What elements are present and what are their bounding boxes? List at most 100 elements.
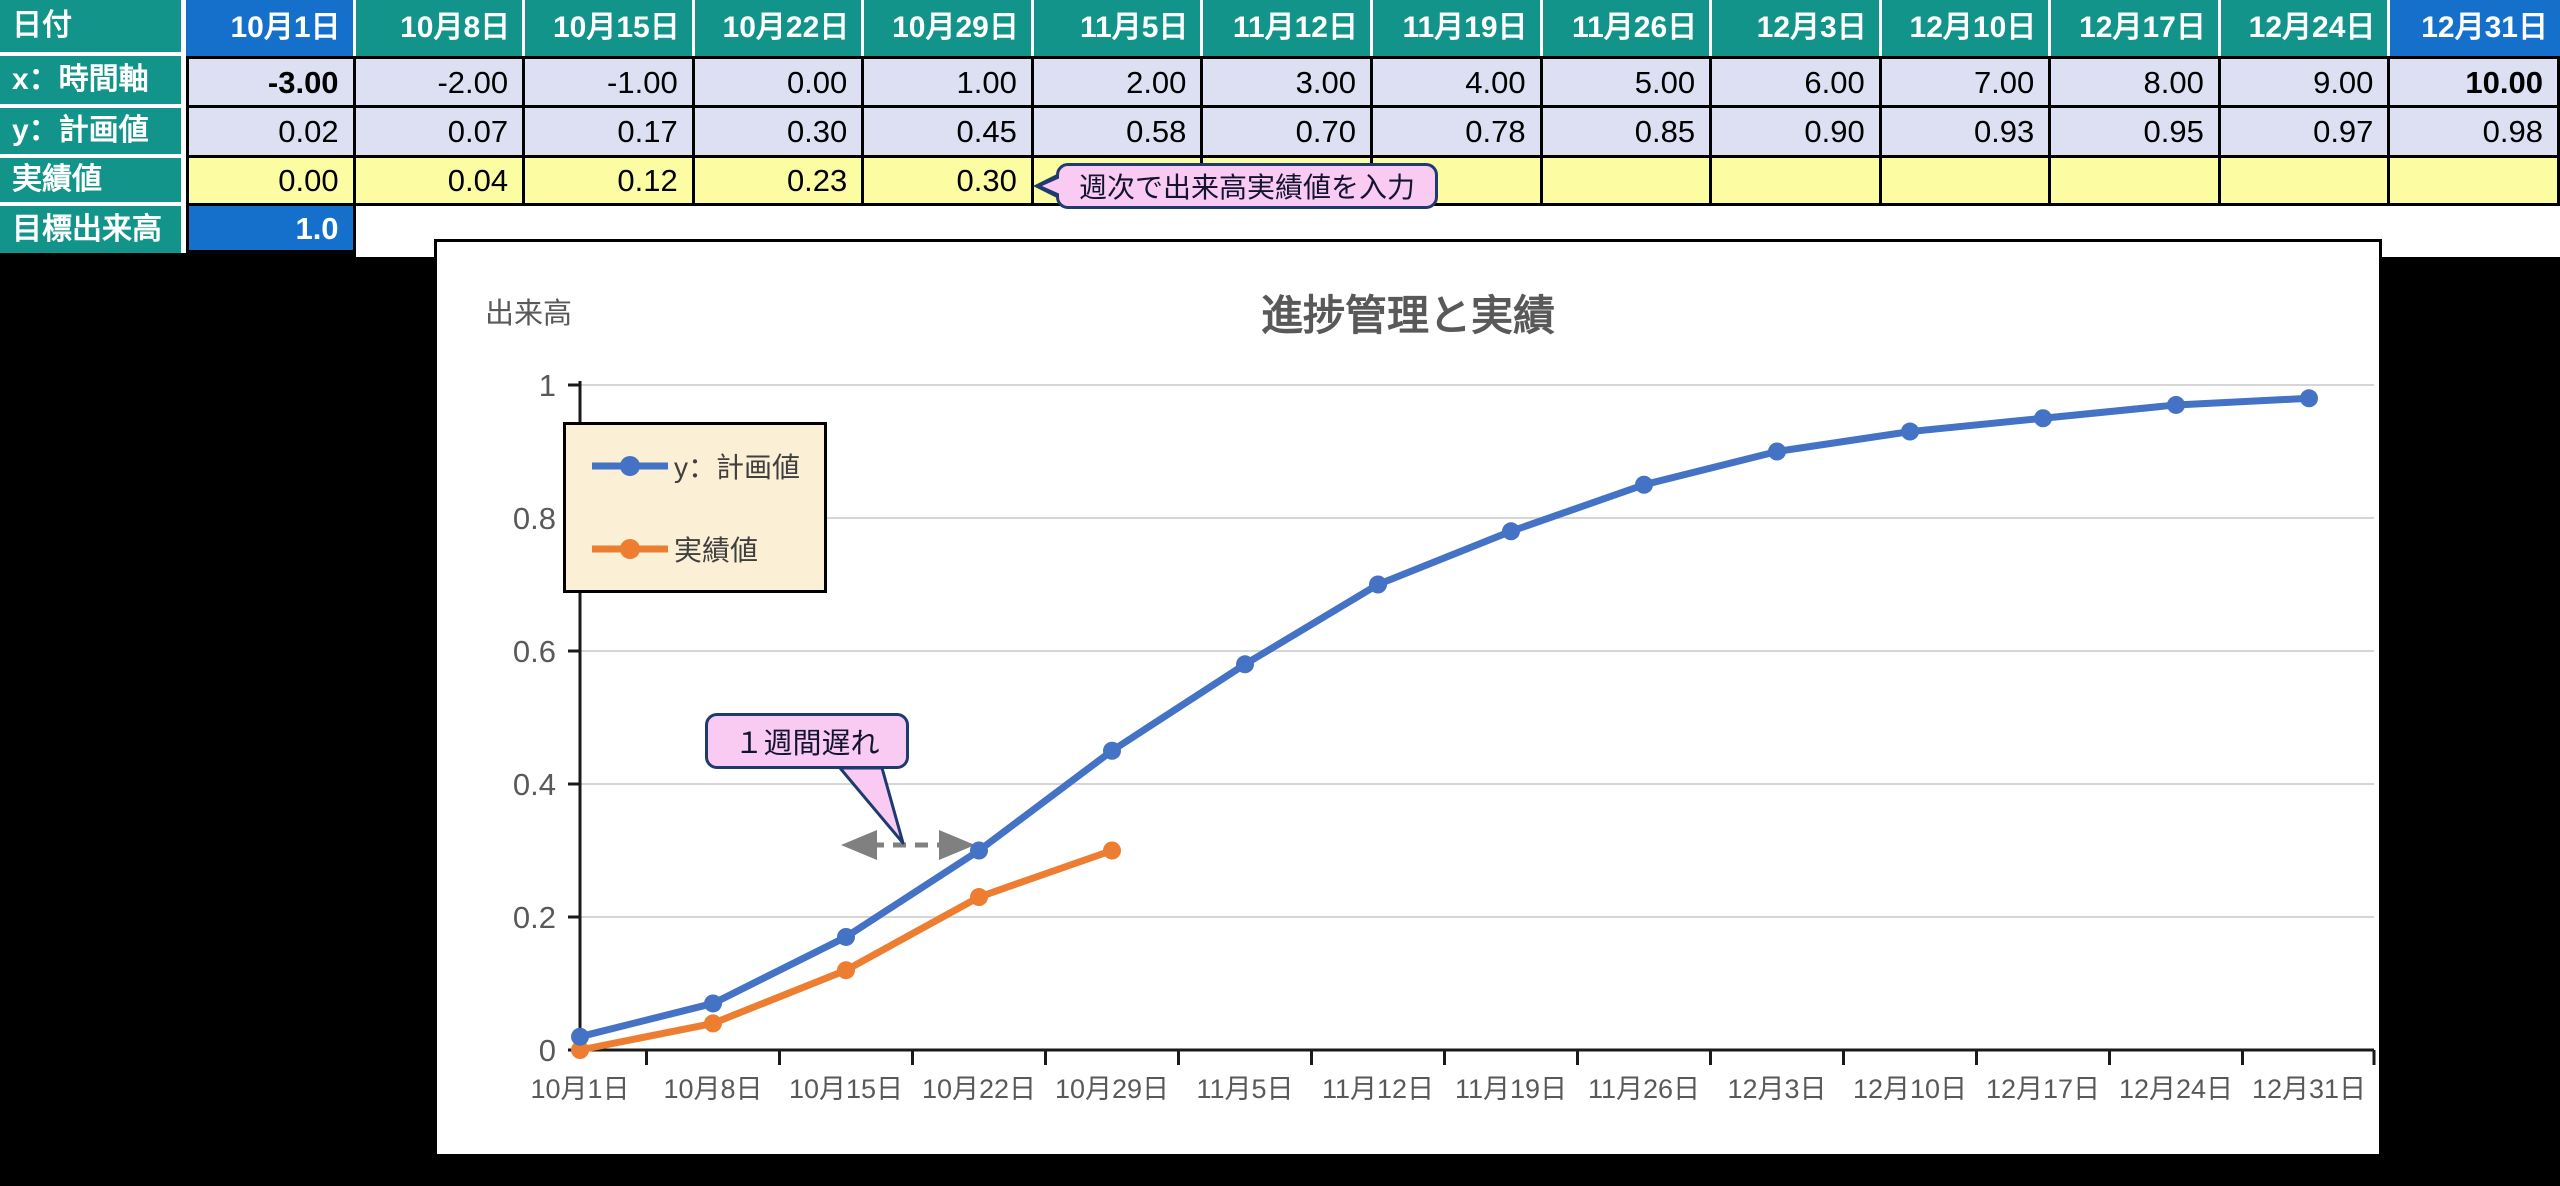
value-cell[interactable]: 3.00 [1203,56,1373,108]
date-header-cell[interactable]: 12月3日 [1712,0,1882,56]
series-point [704,994,722,1013]
value-cell[interactable]: 8.00 [2051,56,2221,108]
progress-chart[interactable]: 0 0.2 0.4 0.6 0.8 1 10月1日 10月8日 10月15日 10月22日 10月2… [434,239,2382,1157]
delay-arrow-left-head [841,830,877,860]
value-cell[interactable]: 0.93 [1881,108,2052,158]
x-tick-label: 10月22日 [922,1074,1036,1104]
value-cell[interactable]: 0.95 [2051,108,2221,158]
plot-area: 0 0.2 0.4 0.6 0.8 1 10月1日 10月8日 10月15日 10月22日 10月2… [513,368,2376,1104]
date-header-cell[interactable]: 11月26日 [1542,0,1713,56]
legend-entry: y：計画値 [592,446,824,486]
x-tick-label: 11月19日 [1455,1074,1567,1104]
legend-label: y：計画値 [674,452,801,484]
y-tick-label: 0 [539,1033,556,1068]
series-point [1901,422,1919,441]
series-point [2300,389,2318,408]
series-point [704,1014,722,1033]
legend[interactable]: y：計画値実績値 [563,422,827,593]
value-cell[interactable]: 4.00 [1372,56,1543,108]
date-header-cell[interactable]: 12月24日 [2220,0,2391,56]
value-cell[interactable]: 0.97 [2220,108,2391,158]
value-cell[interactable]: 0.12 [525,158,695,206]
value-cell[interactable]: 6.00 [1712,56,1882,108]
value-cell[interactable]: 0.23 [694,158,865,206]
value-cell[interactable]: 0.30 [694,108,865,158]
series-point [837,961,855,980]
delay-arrow-right-head [939,830,975,860]
empty-sheet-cell[interactable] [2390,206,2560,253]
y-tick-label: 1 [539,368,556,403]
value-cell[interactable]: 0.02 [186,108,356,158]
value-cell[interactable]: 0.45 [864,108,1034,158]
x-tick-label: 12月31日 [2252,1074,2366,1104]
series-point [1103,741,1121,760]
y-tick-label: 0.8 [513,501,556,536]
row-label-cell[interactable]: 実績値 [0,158,186,206]
value-cell[interactable]: 0.04 [355,158,526,206]
value-cell[interactable]: 5.00 [1542,56,1713,108]
target-value-cell[interactable]: 1.0 [186,206,356,253]
legend-label: 実績値 [674,534,759,566]
data-table: 日付 10月1日 10月8日 10月15日 10月22日 10月29日 11月5日 11月12… [0,0,2560,253]
value-cell[interactable]: -1.00 [525,56,695,108]
date-header-cell[interactable]: 11月5日 [1033,0,1204,56]
value-cell[interactable]: -3.00 [186,56,356,108]
value-cell[interactable]: 0.90 [1712,108,1882,158]
value-cell[interactable]: 2.00 [1033,56,1204,108]
value-cell[interactable]: 0.70 [1203,108,1373,158]
value-cell[interactable]: -2.00 [355,56,526,108]
value-cell[interactable] [2220,158,2391,206]
date-header-cell[interactable]: 12月31日 [2390,0,2560,56]
value-cell[interactable]: 0.30 [864,158,1034,206]
value-cell[interactable]: 0.98 [2390,108,2560,158]
series-point [1635,475,1653,494]
legend-entry: 実績値 [592,529,824,569]
date-header-cell[interactable]: 10月22日 [694,0,865,56]
date-header-cell[interactable]: 11月19日 [1372,0,1543,56]
series-point [2034,409,2052,428]
row-label-cell[interactable]: y：計画値 [0,108,186,158]
value-cell[interactable]: 1.00 [864,56,1034,108]
value-cell[interactable]: 10.00 [2390,56,2560,108]
date-header-cell[interactable]: 11月12日 [1203,0,1373,56]
y-tick-label: 0.2 [513,900,556,935]
row-label-cell[interactable]: 目標出来高 [0,206,186,253]
date-header-cell[interactable]: 10月1日 [186,0,356,56]
delay-callout[interactable]: １週間遅れ [705,713,909,769]
value-cell[interactable] [2051,158,2221,206]
row-label-cell[interactable]: x：時間軸 [0,56,186,108]
date-header-cell[interactable]: 12月17日 [2051,0,2221,56]
date-header-cell[interactable]: 12月10日 [1881,0,2052,56]
value-cell[interactable]: 0.07 [355,108,526,158]
date-header-cell[interactable]: 10月8日 [355,0,526,56]
value-cell[interactable]: 0.00 [694,56,865,108]
date-header-cell[interactable]: 10月29日 [864,0,1034,56]
series-point [1369,575,1387,594]
x-tick-label: 11月12日 [1322,1074,1434,1104]
series-point [1502,522,1520,541]
value-cell[interactable]: 0.00 [186,158,356,206]
series-point [837,927,855,946]
corner-label-cell[interactable]: 日付 [0,0,186,56]
input-note-text: 週次で出来高実績値を入力 [1078,172,1415,203]
value-cell[interactable] [1712,158,1882,206]
x-tick-label: 11月26日 [1588,1074,1700,1104]
value-cell[interactable] [1542,158,1713,206]
value-cell[interactable]: 0.85 [1542,108,1713,158]
x-tick-label: 12月17日 [1986,1074,2100,1104]
input-note-callout[interactable]: 週次で出来高実績値を入力 [1056,163,1438,209]
value-cell[interactable]: 0.17 [525,108,695,158]
value-cell[interactable]: 0.78 [1372,108,1543,158]
value-cell[interactable] [2390,158,2560,206]
date-header-cell[interactable]: 10月15日 [525,0,695,56]
value-cell[interactable]: 7.00 [1881,56,2052,108]
series-point [970,841,988,860]
series-point [1768,442,1786,461]
x-tick-label: 12月3日 [1727,1074,1826,1104]
chart-title: 進捗管理と実績 [1260,292,1555,339]
value-cell[interactable] [1881,158,2052,206]
y-tick-label: 0.6 [513,634,556,669]
value-cell[interactable]: 0.58 [1033,108,1204,158]
value-cell[interactable]: 9.00 [2220,56,2391,108]
x-tick-label: 12月24日 [2119,1074,2233,1104]
